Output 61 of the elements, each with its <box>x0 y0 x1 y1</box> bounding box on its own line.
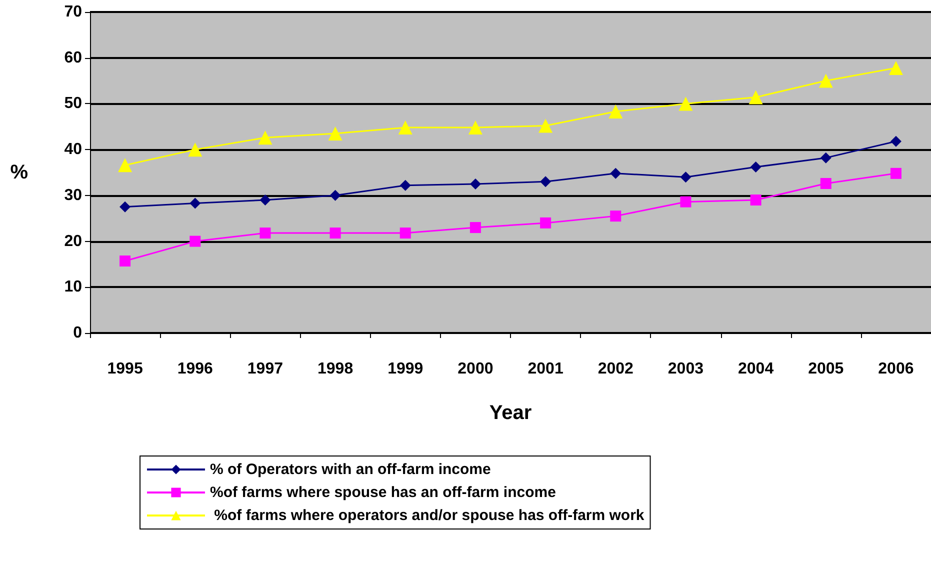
point <box>680 172 692 183</box>
legend-label: %of farms where spouse has an off-farm income <box>210 484 556 501</box>
point <box>610 168 622 179</box>
x-tick-label: 2002 <box>598 360 634 378</box>
y-tick-label: 40 <box>64 141 82 158</box>
y-axis-title: % <box>10 162 28 184</box>
point <box>750 161 762 172</box>
point <box>820 152 832 164</box>
point <box>190 198 201 209</box>
point <box>468 120 482 135</box>
x-tick-label: 2004 <box>738 360 774 378</box>
point <box>890 136 902 147</box>
x-tick-label: 2003 <box>668 360 704 378</box>
x-axis-title: Year <box>489 402 532 424</box>
point <box>888 60 903 75</box>
point <box>470 222 481 234</box>
point <box>680 196 692 208</box>
point <box>400 180 411 191</box>
y-tick-label: 70 <box>64 4 82 20</box>
point <box>818 74 833 88</box>
point <box>820 178 832 190</box>
point <box>540 217 552 228</box>
x-tick-label: 2000 <box>458 360 494 378</box>
point <box>678 96 693 111</box>
x-tick-label: 1995 <box>107 360 143 378</box>
point <box>120 256 131 267</box>
y-tick-label: 20 <box>64 232 82 250</box>
point <box>188 142 202 157</box>
y-tick-label: 0 <box>73 324 82 342</box>
legend-label: % of Operators with an off-farm income <box>210 461 491 478</box>
point <box>330 190 341 201</box>
x-tick-label: 1997 <box>247 360 284 378</box>
point <box>260 194 271 206</box>
point <box>260 228 271 239</box>
point <box>120 201 131 212</box>
y-tick-label: 30 <box>64 186 82 204</box>
x-tick-label: 2005 <box>808 360 844 378</box>
point <box>258 130 272 145</box>
x-tick-label: 2001 <box>528 360 564 378</box>
y-tick-label: 10 <box>64 278 82 296</box>
x-tick-label: 1996 <box>177 360 214 378</box>
point <box>400 228 411 239</box>
x-tick-label: 1999 <box>388 360 424 378</box>
point <box>398 120 412 135</box>
point <box>538 118 553 133</box>
point <box>890 168 902 179</box>
point <box>540 176 552 188</box>
point <box>470 178 481 190</box>
point <box>330 228 341 239</box>
x-tick-label: 2006 <box>878 360 914 378</box>
point <box>750 194 762 206</box>
point <box>610 210 622 222</box>
x-tick-label: 1998 <box>317 360 354 378</box>
point <box>748 90 763 104</box>
legend-label: %of farms where operators and/or spouse has off-farm work <box>210 507 645 524</box>
point <box>118 158 132 172</box>
y-tick-label: 60 <box>64 49 82 66</box>
point <box>190 236 201 247</box>
y-tick-label: 50 <box>64 95 82 112</box>
point <box>328 126 342 141</box>
point <box>608 104 623 119</box>
